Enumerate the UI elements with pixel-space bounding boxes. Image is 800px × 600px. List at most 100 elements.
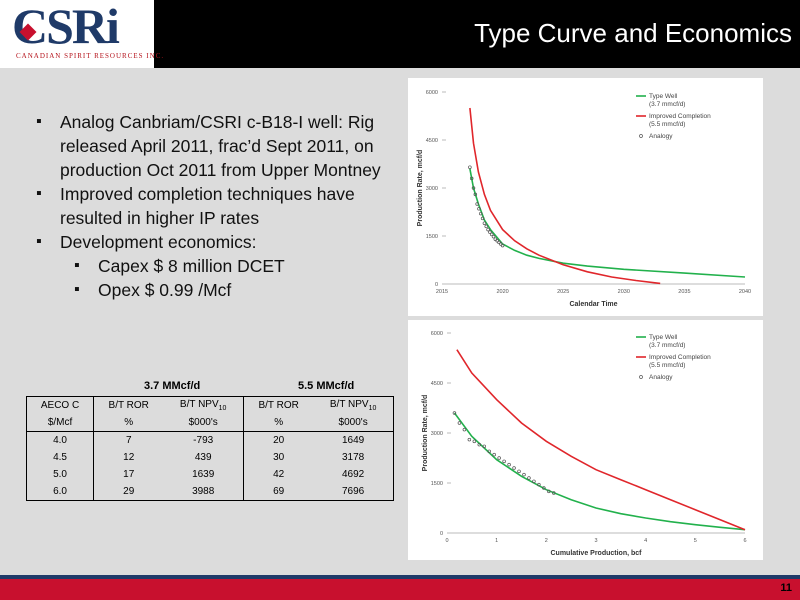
analogy-data-point bbox=[475, 202, 479, 206]
cell: 3178 bbox=[313, 449, 395, 466]
y-tick-label: 4500 bbox=[426, 138, 438, 144]
col-header: B/T NPV10 bbox=[313, 396, 395, 414]
analogy-data-point bbox=[467, 437, 472, 442]
improved-completion-line bbox=[469, 107, 661, 285]
col-header: B/T ROR bbox=[243, 396, 314, 414]
x-tick-label: 2020 bbox=[496, 289, 508, 295]
cell: 5.0 bbox=[25, 466, 95, 483]
x-tick-label: 2 bbox=[545, 538, 548, 544]
analogy-data-point bbox=[527, 476, 531, 480]
col-unit: $000's bbox=[313, 414, 395, 432]
sub-bullet-item: Opex $ 0.99 /Mcf bbox=[36, 278, 386, 302]
analogy-data-point bbox=[497, 240, 501, 245]
y-tick-label: 6000 bbox=[431, 331, 443, 337]
cell: 1649 bbox=[313, 431, 395, 449]
cell: 3988 bbox=[163, 483, 245, 501]
analogy-data-point bbox=[472, 439, 477, 444]
analogy-data-point bbox=[512, 466, 516, 470]
analogy-data-point bbox=[502, 459, 506, 464]
analogy-data-point bbox=[469, 176, 474, 181]
analogy-data-point bbox=[488, 230, 492, 234]
y-tick-label: 4500 bbox=[431, 381, 443, 387]
x-tick-label: 2025 bbox=[557, 289, 569, 295]
logo-tagline: CANADIAN SPIRIT RESOURCES INC. bbox=[16, 52, 165, 60]
analogy-data-point bbox=[484, 224, 488, 229]
legend-marker bbox=[639, 375, 643, 379]
col-unit: $/Mcf bbox=[25, 414, 95, 432]
cell: -793 bbox=[163, 431, 245, 449]
cell: 30 bbox=[273, 452, 285, 463]
analogy-data-point bbox=[487, 449, 491, 454]
analogy-data-point bbox=[457, 421, 462, 425]
cell: 439 bbox=[163, 449, 245, 466]
cell: 6.0 bbox=[25, 483, 95, 501]
cell: 17 bbox=[123, 469, 135, 480]
improved-completion-line bbox=[456, 349, 746, 531]
cell: 1639 bbox=[163, 466, 245, 483]
y-tick-label: 1500 bbox=[431, 481, 443, 487]
footer-stripe bbox=[0, 575, 800, 579]
analogy-data-point bbox=[552, 491, 556, 495]
y-tick-label: 1500 bbox=[426, 234, 438, 240]
legend-label-sub: (3.7 mmcf/d) bbox=[649, 101, 685, 108]
cell: 4692 bbox=[313, 466, 395, 483]
slide-header: CSRi CANADIAN SPIRIT RESOURCES INC. Type… bbox=[0, 0, 800, 68]
x-tick-label: 2030 bbox=[618, 289, 630, 295]
page-number: 11 bbox=[780, 582, 792, 594]
table-row: 4.5 12 439 30 3178 bbox=[25, 449, 395, 466]
bullet-item: Analog Canbriam/CSRI c-B18-I well: Rig r… bbox=[36, 110, 386, 182]
analogy-data-point bbox=[492, 452, 496, 457]
y-axis-label: Production Rate, mcf/d bbox=[417, 150, 424, 227]
analogy-data-point bbox=[477, 442, 482, 447]
footer-bar bbox=[0, 579, 800, 600]
cell: 69 bbox=[243, 483, 314, 501]
analogy-data-point bbox=[500, 243, 505, 248]
x-tick-label: 5 bbox=[694, 538, 697, 544]
cell: 29 bbox=[93, 483, 164, 501]
cell: 4.5 bbox=[25, 449, 95, 466]
analogy-data-point bbox=[495, 239, 499, 243]
x-tick-label: 4 bbox=[644, 538, 647, 544]
col-header: B/T ROR bbox=[93, 396, 164, 414]
legend-label: Improved Completion bbox=[649, 113, 711, 120]
analogy-data-point bbox=[482, 444, 486, 449]
analogy-data-point bbox=[452, 411, 457, 415]
y-tick-label: 3000 bbox=[431, 431, 443, 437]
analogy-data-point bbox=[479, 211, 483, 216]
y-tick-label: 3000 bbox=[426, 186, 438, 192]
legend-label: Type Well bbox=[649, 93, 678, 100]
cell: 20 bbox=[273, 435, 285, 446]
x-tick-label: 6 bbox=[743, 538, 746, 544]
col-header: AECO C bbox=[25, 396, 95, 414]
rate-vs-cumulative-chart: 0 1500 3000 4500 6000 0 1 2 3 4 5 6 Cumulative Produ… bbox=[408, 320, 763, 560]
bullet-item: Improved completion techniques have resu… bbox=[36, 182, 386, 230]
analogy-data-point bbox=[468, 165, 472, 169]
col-unit: $000's bbox=[163, 414, 245, 432]
analogy-data-point bbox=[547, 489, 551, 494]
cell: 4.0 bbox=[25, 431, 95, 449]
analogy-data-point bbox=[480, 216, 485, 221]
analogy-data-point bbox=[537, 482, 541, 487]
y-tick-label: 6000 bbox=[426, 90, 438, 96]
table-row: 4.0 7 -793 20 1649 bbox=[25, 431, 395, 449]
bullet-list: Analog Canbriam/CSRI c-B18-I well: Rig r… bbox=[36, 110, 386, 302]
legend-label-sub: (3.7 mmcf/d) bbox=[649, 342, 685, 349]
col-header: B/T NPV10 bbox=[163, 396, 245, 414]
bullet-item: Development economics: bbox=[36, 230, 386, 254]
group-header-3-7: 3.7 MMcf/d bbox=[144, 380, 201, 392]
x-axis-label: Cumulative Production, bcf bbox=[550, 550, 642, 557]
y-tick-label: 0 bbox=[440, 531, 443, 537]
slide-title: Type Curve and Economics bbox=[474, 18, 792, 48]
analogy-data-point bbox=[542, 486, 546, 490]
x-tick-label: 0 bbox=[445, 538, 448, 544]
cell: 12 bbox=[123, 452, 135, 463]
legend-label: Type Well bbox=[649, 334, 678, 341]
legend-marker bbox=[639, 134, 643, 138]
legend-label-sub: (5.5 mmcf/d) bbox=[649, 121, 685, 128]
analogy-data-point bbox=[497, 456, 501, 460]
group-header-5-5: 5.5 MMcf/d bbox=[298, 380, 355, 392]
x-tick-label: 3 bbox=[594, 538, 597, 544]
legend-label: Improved Completion bbox=[649, 354, 711, 361]
analogy-data-point bbox=[522, 472, 526, 477]
col-unit: % bbox=[243, 414, 314, 432]
